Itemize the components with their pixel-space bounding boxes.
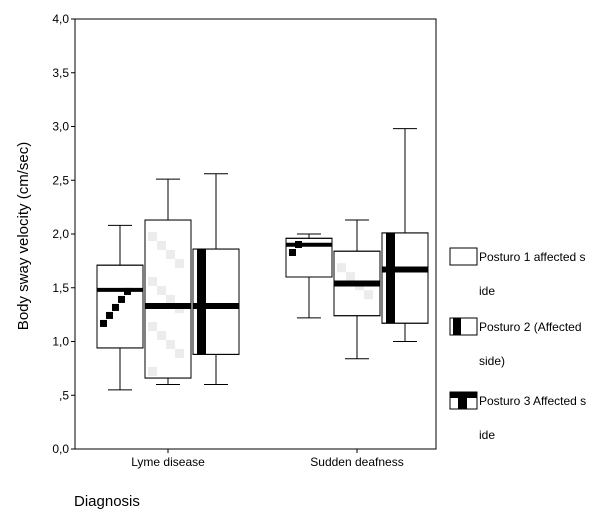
box (96, 224, 144, 391)
y-tick-label: ,5 (59, 388, 69, 402)
legend-label: Posturo 2 (Affected (479, 320, 582, 334)
y-tick-label: 2,5 (52, 173, 69, 187)
legend-label: Posturo 1 affected s (479, 250, 586, 264)
box-pattern-cell (364, 290, 373, 300)
box-pattern-cell (166, 340, 175, 350)
box-pattern-cell (157, 241, 166, 251)
box-pattern-cell (148, 367, 157, 377)
x-axis: Lyme disease Sudden deafness (131, 449, 404, 469)
box-pattern-cell (175, 259, 184, 269)
box-pattern-cell (157, 286, 166, 296)
plot-area (74, 18, 437, 450)
box-pattern-step (112, 303, 119, 311)
box-body (96, 264, 144, 349)
box-pattern-cell (175, 349, 184, 359)
box-pattern-bar (197, 249, 206, 355)
legend-item: Posturo 3 Affected s ide (449, 391, 586, 442)
box-pattern-cell (148, 232, 157, 242)
plot-frame (74, 18, 437, 450)
box-outline (144, 219, 192, 379)
x-axis-title: Diagnosis (74, 493, 140, 510)
legend: Posturo 1 affected s ide Posturo 2 (Affect… (449, 247, 586, 442)
legend-label: Posturo 3 Affected s (479, 394, 586, 408)
x-tick-label: Lyme disease (131, 455, 205, 469)
y-tick-label: 0,0 (52, 442, 69, 456)
box (381, 128, 429, 342)
x-tick-label: Sudden deafness (310, 455, 403, 469)
box-pattern-cell (166, 295, 175, 305)
box-pattern-cell (337, 263, 346, 273)
box-pattern-cell (157, 331, 166, 341)
legend-swatch (449, 247, 478, 266)
box-pattern-step (289, 249, 296, 256)
box-outline (192, 248, 240, 355)
box-pattern-bar (386, 232, 395, 324)
box-pattern-cell (346, 272, 355, 282)
y-tick-label: 4,0 (52, 12, 69, 26)
box (192, 173, 240, 385)
box (144, 178, 192, 385)
box (285, 233, 333, 319)
box-outline (96, 264, 144, 349)
y-tick-label: 1,0 (52, 335, 69, 349)
box-outline (285, 237, 333, 278)
legend-swatch-mark (453, 318, 461, 335)
legend-swatch-mark (458, 392, 467, 409)
box-pattern-cell (148, 322, 157, 332)
legend-label: ide (479, 428, 495, 442)
box-pattern-cell (166, 250, 175, 260)
y-tick-label: 1,5 (52, 281, 69, 295)
y-tick-label: 2,0 (52, 227, 69, 241)
box-pattern-step (118, 295, 125, 303)
y-tick-label: 3,0 (52, 120, 69, 134)
y-tick-label: 3,5 (52, 66, 69, 80)
box (333, 219, 381, 360)
legend-label: side) (479, 354, 505, 368)
box-pattern-cell (148, 277, 157, 287)
box-outline (333, 250, 381, 317)
box-outline (381, 232, 429, 324)
box-pattern-step (100, 319, 107, 327)
box-pattern-step (106, 311, 113, 319)
legend-item: Posturo 2 (Affected side) (449, 317, 582, 368)
legend-label: ide (479, 284, 495, 298)
y-axis: 0,0 ,5 1,0 1,5 2,0 2,5 3,0 3,5 4,0 (52, 12, 75, 456)
legend-item: Posturo 1 affected s ide (449, 247, 586, 298)
y-axis-title: Body sway velocity (cm/sec) (15, 142, 32, 330)
